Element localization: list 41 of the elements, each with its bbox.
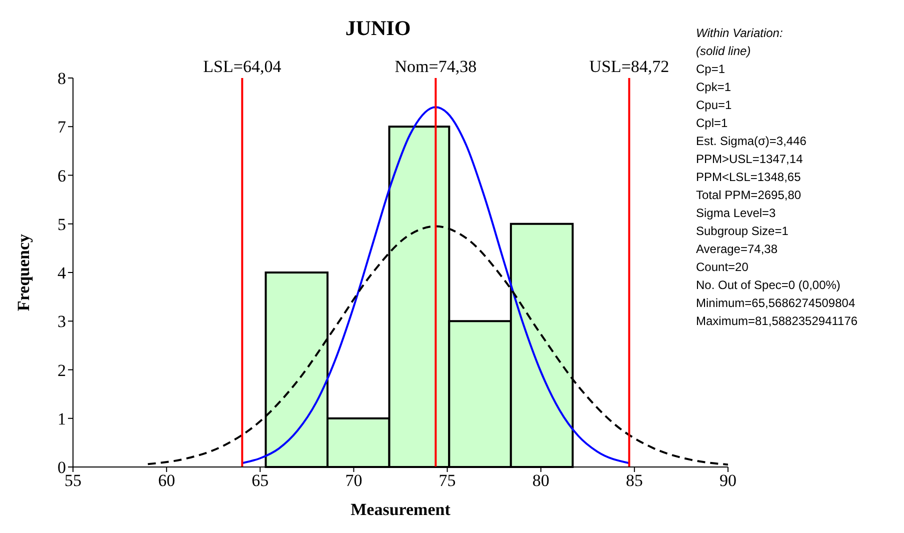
x-tick-label: 75 (438, 471, 456, 490)
y-tick-label: 3 (58, 312, 66, 332)
line-series (241, 106, 630, 464)
y-tick-label: 6 (58, 166, 66, 186)
y-tick-label: 1 (58, 409, 66, 428)
annotation: Sigma Level=3 (696, 205, 777, 222)
x-axis-title: Measurement (350, 500, 451, 519)
annotation: PPM>USL=1347,14 (696, 151, 804, 168)
annotation: Subgroup Size=1 (696, 223, 790, 240)
annotation: Cpl=1 (696, 115, 729, 132)
x-tick-label: 80 (532, 471, 550, 490)
y-axis-title: Frequency (14, 233, 34, 312)
annotation: Total PPM=2695,80 (696, 187, 802, 204)
y-tick-label: 2 (58, 360, 66, 380)
annotation: Cpu=1 (696, 97, 733, 114)
y-tick-label: 8 (58, 69, 66, 88)
x-tick-label: 90 (720, 471, 736, 490)
ref-line-label: USL=84,72 (589, 57, 670, 76)
text: Within Variation: (696, 25, 784, 42)
text: (solid line) (696, 43, 752, 60)
annotation: Cpk=1 (696, 79, 732, 96)
x-tick-label: 85 (626, 471, 643, 490)
x-tick-label: 70 (345, 471, 362, 490)
y-tick-label: 5 (58, 214, 66, 234)
annotation: PPM<LSL=1348,65 (696, 169, 802, 186)
annotation: Average=74,38 (696, 241, 779, 258)
x-tick-label: 65 (252, 471, 269, 490)
x-tick-label: 55 (64, 471, 82, 490)
ref-line-label: LSL=64,04 (203, 57, 282, 76)
text: Cp=1 (696, 61, 726, 78)
y-tick-label: 7 (58, 118, 66, 137)
ref-line-label: Nom=74,38 (394, 57, 477, 76)
y-tick-label: 4 (58, 264, 66, 283)
annotation: Est. Sigma(σ)=3,446 (696, 133, 808, 150)
x-tick-label: 60 (158, 471, 176, 490)
annotation: No. Out of Spec=0 (0,00%) (696, 277, 842, 294)
annotation: Minimum=65,5686274509804 (696, 295, 856, 312)
y-tick-label: 0 (58, 458, 66, 478)
annotation: Count=20 (696, 259, 750, 276)
annotation: Maximum=81,5882352941176 (696, 313, 858, 330)
chart-title: JUNIO (345, 16, 411, 40)
